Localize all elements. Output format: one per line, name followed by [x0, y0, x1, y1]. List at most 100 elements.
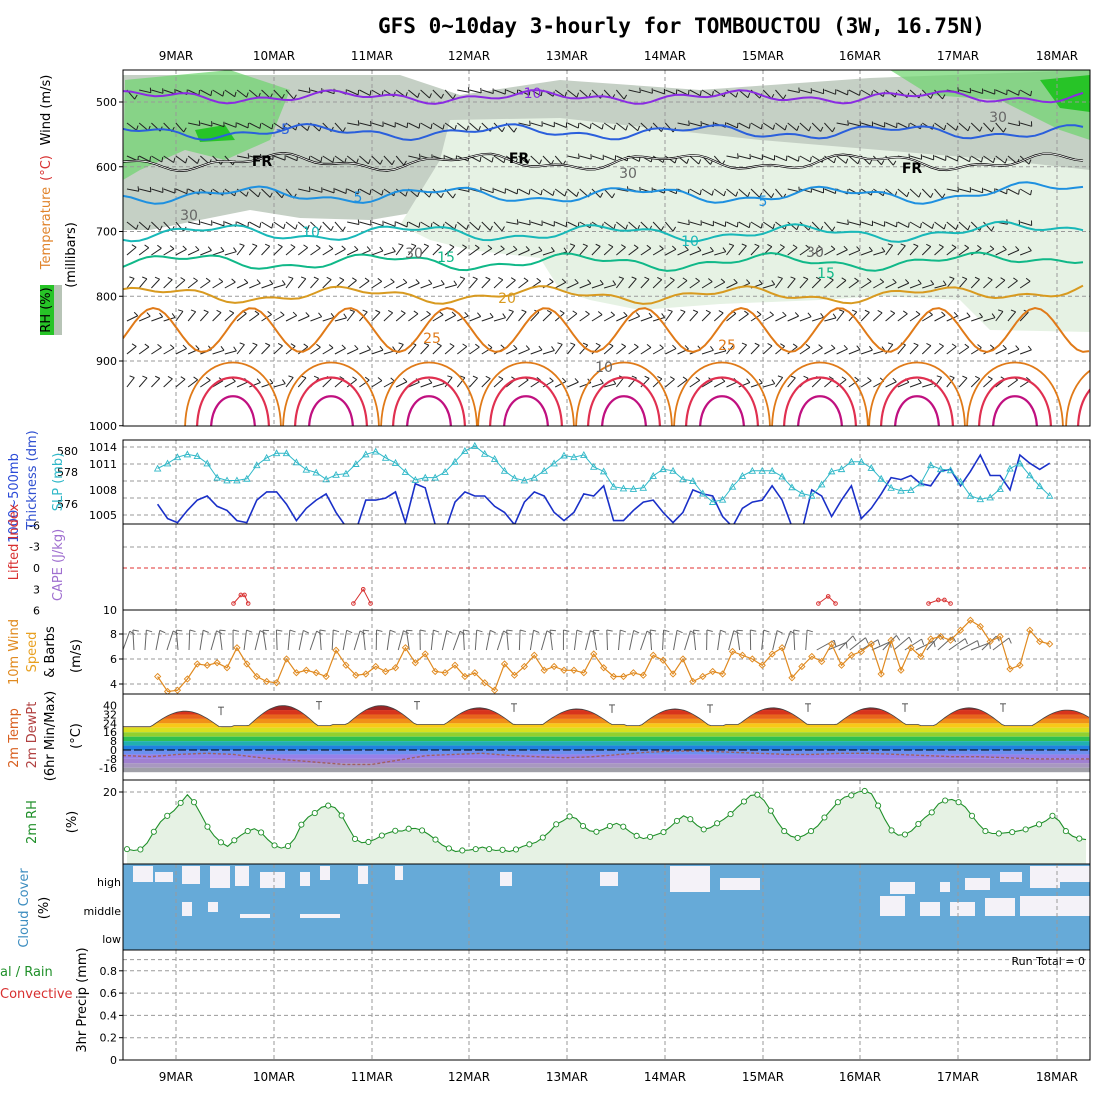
- wind-barb-flag: [949, 276, 955, 280]
- wind10-barb: [805, 630, 808, 651]
- wind-barb-flag: [231, 278, 236, 283]
- warm-lobe-contour: [673, 361, 771, 426]
- wind-barb: [408, 381, 420, 388]
- wind-barb: [346, 249, 359, 256]
- wind-barb: [456, 377, 466, 388]
- wind-barb-flag: [859, 90, 861, 96]
- wind-barb-flag: [747, 192, 751, 198]
- cloud-clear-gap: [720, 878, 760, 890]
- cloud-level-label: low: [102, 933, 121, 946]
- wind-barb-flag: [905, 279, 910, 284]
- wind-barb: [714, 221, 726, 227]
- wind-barb-flag: [185, 158, 188, 164]
- wind-barb: [616, 246, 626, 256]
- cloud-clear-gap: [133, 866, 153, 882]
- wind10-barb: [275, 629, 278, 651]
- wind-barb: [224, 350, 237, 355]
- lifted-index-tick-label: -3: [29, 541, 40, 554]
- rh2m-point: [1049, 812, 1056, 819]
- wind-barb: [909, 221, 921, 229]
- cloud-clear-gap: [920, 902, 940, 916]
- wind-barb-flag: [428, 192, 432, 198]
- wind-barb-flag: [867, 377, 872, 382]
- lifted-index-point: [948, 601, 953, 606]
- wind-barb-flag: [390, 377, 395, 382]
- temperature-unit-label: (°C): [39, 155, 54, 181]
- wind10-barb-flag: [489, 629, 496, 634]
- rh2m-point: [284, 843, 292, 850]
- wind-barb: [506, 188, 518, 195]
- wind10-barb-flag: [620, 629, 627, 633]
- wind-barb: [175, 310, 184, 322]
- wind-barb: [175, 248, 187, 256]
- wind10-barb: [948, 638, 966, 651]
- wind-barb: [738, 188, 749, 198]
- wind-barb: [408, 313, 419, 322]
- slp-marker: [262, 453, 271, 461]
- wind-barb-flag: [741, 243, 747, 247]
- wind-barb: [469, 377, 478, 388]
- wind-barb: [408, 122, 420, 129]
- wind-barb-flag: [777, 375, 783, 378]
- wind-barb-flag: [452, 94, 456, 100]
- wind-barb: [922, 283, 934, 289]
- wind-barb-flag: [831, 127, 836, 133]
- wind-barb-flag: [847, 120, 849, 126]
- wind-barb: [371, 122, 384, 127]
- wind-barb: [652, 248, 664, 256]
- wind-barb-flag: [561, 278, 567, 283]
- wind-barb: [138, 155, 151, 162]
- wind-barb-flag: [833, 157, 837, 164]
- wind-barb: [763, 155, 775, 161]
- wind-barb-flag: [741, 342, 747, 346]
- wind-barb-flag: [564, 91, 567, 98]
- wind-barb-flag: [559, 310, 565, 314]
- rh-axis-label: RH (%): [39, 287, 54, 332]
- wind-barb: [689, 379, 701, 388]
- rh2m-point: [365, 838, 372, 846]
- wind-barb-flag: [472, 375, 478, 379]
- wind-barb: [347, 122, 360, 126]
- wind-barb: [579, 245, 588, 256]
- wind10-barb: [353, 630, 361, 651]
- wind-barb-flag: [941, 311, 946, 316]
- wind-barb: [860, 349, 873, 355]
- wind-barb: [738, 382, 751, 388]
- wind10-speed-point: [629, 669, 638, 677]
- hot-lobe-contour: [294, 376, 368, 426]
- wind-barb: [811, 347, 823, 355]
- wind-barb-flag: [142, 276, 148, 280]
- wind-barb: [554, 343, 563, 355]
- wind-barb-flag: [818, 344, 823, 349]
- wind10-barb: [662, 630, 665, 651]
- wind-barb-flag: [981, 157, 984, 163]
- wind-barb-flag: [967, 225, 971, 231]
- precip-tick-label: 0.4: [100, 1009, 118, 1022]
- wind10-barb: [992, 637, 1010, 651]
- wind-barb: [567, 381, 579, 388]
- wind-barb-flag: [462, 244, 467, 248]
- wind-barb: [555, 122, 567, 128]
- slp-marker: [223, 476, 231, 484]
- wind10-barb: [243, 630, 248, 651]
- wind-barb: [909, 245, 919, 256]
- wind-barb: [395, 155, 405, 166]
- wind-barb: [151, 89, 164, 94]
- cloud-clear-gap: [1060, 866, 1090, 882]
- wind-barb-flag: [736, 222, 739, 228]
- wind-barb-flag: [841, 376, 847, 381]
- wind-barb-flag: [475, 343, 480, 348]
- wind-barb-flag: [339, 376, 345, 380]
- wind-barb-flag: [722, 247, 727, 252]
- cape-tick-label: 10: [103, 604, 117, 617]
- slp-marker: [252, 461, 261, 469]
- slp-marker: [540, 466, 548, 474]
- wind-barb-flag: [832, 313, 837, 319]
- wind10-speed-point: [699, 672, 707, 681]
- slp-marker: [282, 449, 291, 457]
- wind10-speed-point: [322, 672, 330, 681]
- rh2m-point: [271, 842, 278, 849]
- rh-wet-patch: [195, 125, 235, 142]
- contour-label: 5: [354, 190, 363, 206]
- temp-color-band: [123, 705, 1090, 711]
